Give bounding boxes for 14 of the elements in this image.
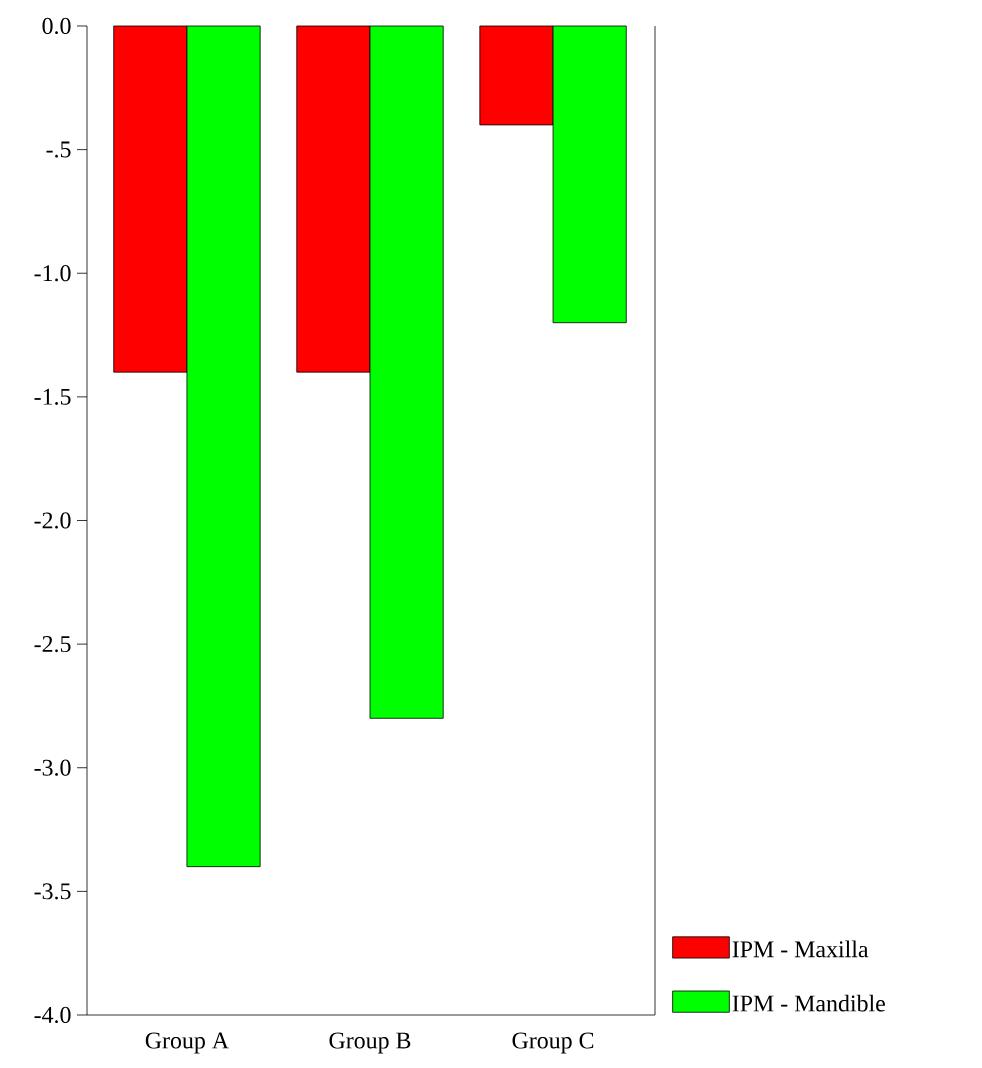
y-tick-label: -4.0 xyxy=(34,1006,71,1024)
y-tick-label: -2.5 xyxy=(34,636,71,653)
y-tick-label: 0.0 xyxy=(42,17,71,35)
y-tick-label: -.5 xyxy=(46,141,71,158)
y-tick-label: -2.0 xyxy=(34,512,71,529)
y-tick-label: -1.0 xyxy=(34,265,71,282)
legend-label: IPM - Mandible xyxy=(732,994,885,1012)
legend-label: IPM - Maxilla xyxy=(732,940,869,958)
y-tick-label: -3.5 xyxy=(34,883,71,900)
y-tick-label: -1.5 xyxy=(34,388,71,405)
x-tick-label: Group B xyxy=(329,1032,411,1054)
x-tick-label: Group A xyxy=(145,1032,229,1054)
x-tick-label: Group C xyxy=(512,1032,594,1054)
y-tick-label: -3.0 xyxy=(34,759,71,776)
